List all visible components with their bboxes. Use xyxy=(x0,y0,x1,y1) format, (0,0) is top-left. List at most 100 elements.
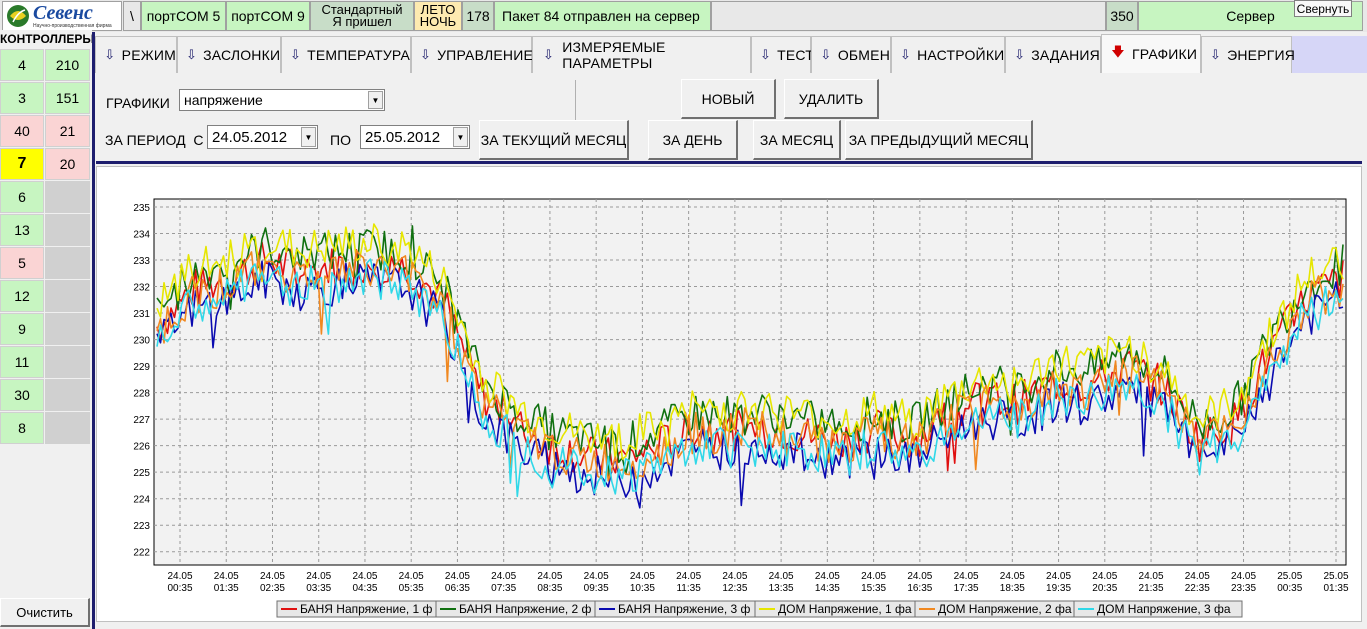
date-from-picker[interactable]: 24.05.2012 ▼ xyxy=(207,125,318,149)
controller-row[interactable]: 9 xyxy=(0,313,92,345)
previous-month-button[interactable]: ЗА ПРЕДЫДУЩИЙ МЕСЯЦ xyxy=(845,120,1033,160)
mode-status[interactable]: Стандартный Я пришел xyxy=(310,1,414,31)
minimize-button[interactable]: Свернуть xyxy=(1294,0,1352,17)
tab-label: ИЗМЕРЯЕМЫЕ ПАРАМЕТРЫ xyxy=(562,39,666,71)
controller-id[interactable]: 4 xyxy=(0,49,44,81)
tab-9[interactable]: 🡇 ГРАФИКИ xyxy=(1101,34,1201,73)
controllers-sidebar: КОНТРОЛЛЕРЫ 4 210 3 151 40 21 7 20 6 13 5 12 9 11 30 8 … xyxy=(0,30,95,629)
tab-label: ЗАДАНИЯ xyxy=(1031,47,1100,63)
season-line-2: НОЧЬ xyxy=(419,14,457,29)
tab-4[interactable]: ⇩ ИЗМЕРЯЕМЫЕ ПАРАМЕТРЫ xyxy=(532,36,751,73)
tab-bar: ⇩ РЕЖИМ ⇩ ЗАСЛОНКИ ⇩ ТЕМПЕРАТУРА ⇩ УПРАВЛЕНИЕ ⇩ И… xyxy=(95,34,1367,73)
controller-value xyxy=(45,346,90,378)
controller-row[interactable]: 11 xyxy=(0,346,92,378)
tab-label: ОБМЕН xyxy=(837,47,890,63)
controller-row[interactable]: 13 xyxy=(0,214,92,246)
x-tick-label: 24.05 05:35 xyxy=(399,571,424,594)
x-tick-label: 24.05 15:35 xyxy=(861,571,886,594)
tab-arrow-icon: ⇩ xyxy=(1210,47,1222,62)
x-tick-label: 24.05 01:35 xyxy=(214,571,239,594)
controller-row[interactable]: 5 xyxy=(0,247,92,279)
legend-label: ДОМ Напряжение, 2 фа xyxy=(938,602,1072,616)
new-button[interactable]: НОВЫЙ xyxy=(681,79,776,119)
clear-button[interactable]: Очистить xyxy=(0,598,90,627)
current-month-button[interactable]: ЗА ТЕКУЩИЙ МЕСЯЦ xyxy=(479,120,629,160)
tab-arrow-icon: ⇩ xyxy=(900,47,912,62)
tab-label: УПРАВЛЕНИЕ xyxy=(437,47,534,63)
controller-id[interactable]: 40 xyxy=(0,115,44,147)
port-com5[interactable]: портCOM 5 xyxy=(141,1,226,31)
series-line-2 xyxy=(156,260,1344,509)
tab-6[interactable]: ⇩ ОБМЕН xyxy=(811,36,891,73)
tab-1[interactable]: ⇩ ЗАСЛОНКИ xyxy=(177,36,281,73)
y-tick-label: 229 xyxy=(133,362,150,373)
tab-7[interactable]: ⇩ НАСТРОЙКИ xyxy=(891,36,1005,73)
x-tick-label: 24.05 21:35 xyxy=(1139,571,1164,594)
controller-row[interactable]: 4 210 xyxy=(0,49,92,81)
tab-10[interactable]: ⇩ ЭНЕРГИЯ xyxy=(1201,36,1295,73)
controller-row[interactable]: 30 xyxy=(0,379,92,411)
controller-id[interactable]: 9 xyxy=(0,313,44,345)
controller-value xyxy=(45,379,90,411)
controller-id[interactable]: 12 xyxy=(0,280,44,312)
y-tick-label: 233 xyxy=(133,256,150,267)
controllers-title: КОНТРОЛЛЕРЫ xyxy=(0,31,95,46)
tab-arrow-icon: ⇩ xyxy=(760,47,772,62)
calendar-arrow-icon[interactable]: ▼ xyxy=(301,127,316,147)
logo-emblem-icon xyxy=(7,5,29,27)
tab-3[interactable]: ⇩ УПРАВЛЕНИЕ xyxy=(411,36,534,73)
controller-row[interactable]: 7 20 xyxy=(0,148,92,180)
controller-value: 20 xyxy=(45,148,90,180)
legend-item-box xyxy=(1073,600,1243,618)
day-button[interactable]: ЗА ДЕНЬ xyxy=(648,120,738,160)
controller-id[interactable]: 30 xyxy=(0,379,44,411)
y-tick-label: 235 xyxy=(133,203,150,214)
tab-2[interactable]: ⇩ ТЕМПЕРАТУРА xyxy=(281,36,411,73)
controller-id[interactable]: 13 xyxy=(0,214,44,246)
x-tick-label: 24.05 19:35 xyxy=(1046,571,1071,594)
dropdown-arrow-icon[interactable]: ▼ xyxy=(368,91,383,109)
controller-row[interactable]: 40 21 xyxy=(0,115,92,147)
x-tick-label: 24.05 16:35 xyxy=(907,571,932,594)
tab-arrow-icon: 🡇 xyxy=(1111,44,1125,59)
controller-id[interactable]: 11 xyxy=(0,346,44,378)
date-to-picker[interactable]: 25.05.2012 ▼ xyxy=(360,125,470,149)
controller-id[interactable]: 8 xyxy=(0,412,44,444)
x-tick-label: 24.05 00:35 xyxy=(167,571,192,594)
x-tick-label: 24.05 13:35 xyxy=(769,571,794,594)
tab-0[interactable]: ⇩ РЕЖИМ xyxy=(95,36,177,73)
logo-subtitle: Научно-производственная фирма xyxy=(33,23,112,29)
port-com9[interactable]: портCOM 9 xyxy=(226,1,310,31)
controller-id[interactable]: 6 xyxy=(0,181,44,213)
calendar-arrow-icon[interactable]: ▼ xyxy=(453,127,468,147)
graph-type-select[interactable]: напряжение ▼ xyxy=(179,89,385,111)
controller-id[interactable]: 7 xyxy=(0,148,44,180)
tab-arrow-icon: ⇩ xyxy=(1014,47,1026,62)
x-tick-label: 24.05 03:35 xyxy=(306,571,331,594)
controller-value xyxy=(45,412,90,444)
controller-row[interactable]: 3 151 xyxy=(0,82,92,114)
date-to-value: 25.05.2012 xyxy=(365,128,441,146)
controller-row[interactable]: 12 xyxy=(0,280,92,312)
x-tick-label: 24.05 18:35 xyxy=(1000,571,1025,594)
controller-value xyxy=(45,247,90,279)
x-tick-label: 24.05 11:35 xyxy=(676,571,701,594)
mode-line-2: Я пришел xyxy=(332,14,392,29)
tab-5[interactable]: ⇩ ТЕСТ xyxy=(751,36,814,73)
month-button[interactable]: ЗА МЕСЯЦ xyxy=(753,120,841,160)
controller-value xyxy=(45,181,90,213)
controller-value xyxy=(45,280,90,312)
controller-row[interactable]: 6 xyxy=(0,181,92,213)
controller-id[interactable]: 3 xyxy=(0,82,44,114)
status-message: Пакет 84 отправлен на сервер xyxy=(494,1,711,31)
controller-row[interactable]: 8 xyxy=(0,412,92,444)
delete-button[interactable]: УДАЛИТЬ xyxy=(784,79,879,119)
tab-arrow-icon: ⇩ xyxy=(420,47,432,62)
top-bar: Севенс Научно-производственная фирма \ п… xyxy=(0,0,1367,32)
x-tick-label: 24.05 06:35 xyxy=(445,571,470,594)
y-tick-label: 230 xyxy=(133,336,150,347)
tab-8[interactable]: ⇩ ЗАДАНИЯ xyxy=(1005,36,1101,73)
controller-id[interactable]: 5 xyxy=(0,247,44,279)
to-label: ПО xyxy=(330,132,351,148)
season-status[interactable]: ЛЕТО НОЧЬ xyxy=(414,1,462,31)
